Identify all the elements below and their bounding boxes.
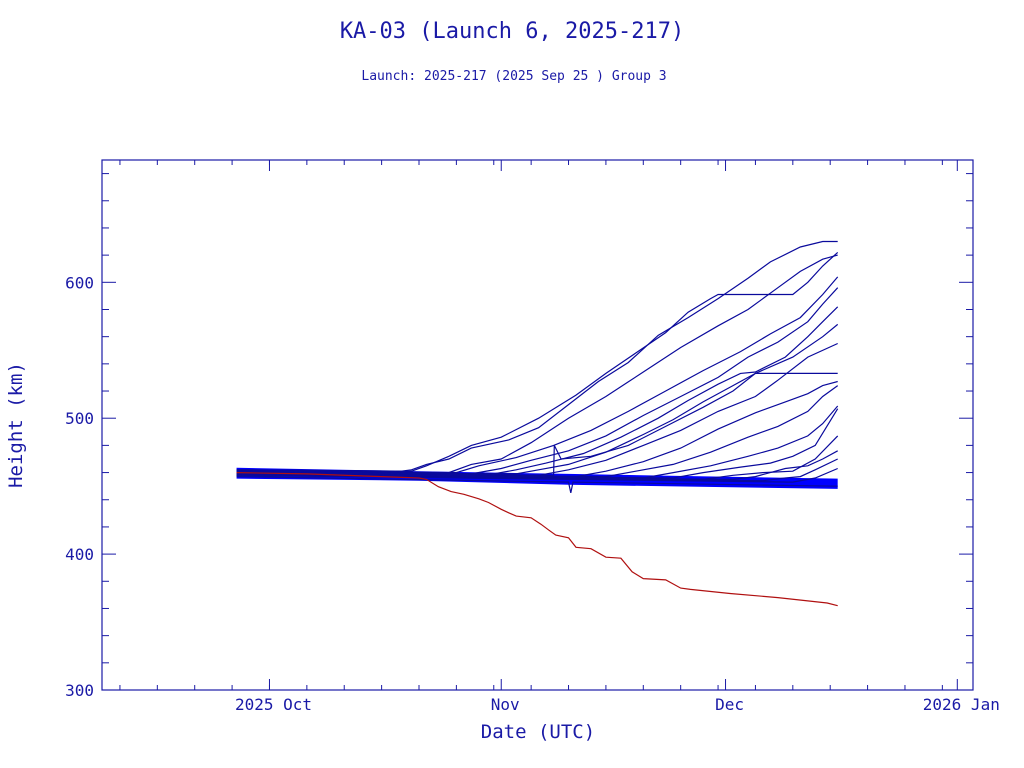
series-line-9 [236,372,838,476]
series-line-12 [236,405,839,479]
y-axis-label: Height (km) [5,362,27,488]
series-line-18 [236,476,838,494]
series-line-16 [236,458,838,482]
series-line-3 [236,254,838,474]
axes: 300 400 500 600 2025 Oct Nov Dec 2026 Jan [65,159,1000,714]
series-line-17 [236,467,838,483]
y-tick-label: 600 [65,273,94,292]
series-line-10 [236,380,838,478]
plot-area [236,240,839,607]
plot-frame [101,159,974,691]
chart-subtitle: Launch: 2025-217 (2025 Sep 25 ) Group 3 [361,69,666,84]
y-tick-label: 400 [65,545,94,564]
series-line-13 [236,408,839,479]
series-line-7 [236,323,839,475]
y-tick-label: 300 [65,681,94,700]
x-axis-label: Date (UTC) [481,721,595,743]
series-line-8 [236,342,838,476]
x-tick-label: Dec [715,695,744,714]
y-tick-label: 500 [65,409,94,428]
x-tick-label: Nov [491,695,520,714]
series-line-11 [236,385,839,478]
series-line-0 [236,472,838,607]
x-tick-label: 2026 Jan [923,695,1000,714]
series-line-15 [236,450,838,481]
series-line-2 [236,251,839,472]
series-line-5 [236,287,839,475]
series-line-1 [236,240,838,472]
chart-title: KA-03 (Launch 6, 2025-217) [340,19,684,44]
series-line-6 [236,306,839,475]
series-line-4 [236,276,839,474]
x-tick-label: 2025 Oct [235,695,312,714]
